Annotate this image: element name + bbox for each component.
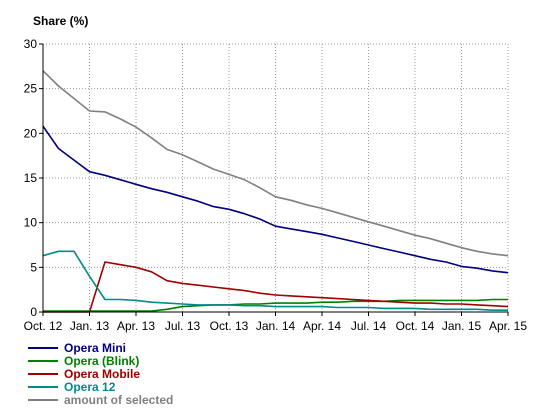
legend-entry: Opera Mobile bbox=[64, 367, 140, 381]
series-line bbox=[42, 70, 509, 257]
axes bbox=[39, 43, 509, 316]
series-line bbox=[43, 261, 509, 313]
x-tick-label: Jan. 15 bbox=[442, 319, 482, 333]
legend-entry: Opera 12 bbox=[64, 380, 116, 394]
series-layer bbox=[42, 70, 509, 313]
x-tick-label: Apr. 15 bbox=[489, 319, 527, 333]
x-tick-label: Jul. 13 bbox=[165, 319, 201, 333]
y-tick-label: 30 bbox=[24, 37, 38, 51]
series-line bbox=[42, 125, 509, 274]
x-tick-label: Oct. 12 bbox=[24, 319, 63, 333]
x-tick-labels: Oct. 12 Jan. 13 Apr. 13 Jul. 13 Oct. 13 Jan. … bbox=[24, 319, 528, 333]
x-tick-label: Apr. 14 bbox=[303, 319, 341, 333]
legend-entry: Opera (Blink) bbox=[64, 354, 139, 368]
y-tick-label: 10 bbox=[24, 216, 38, 230]
y-tick-label: 0 bbox=[30, 305, 37, 319]
y-tick-label: 5 bbox=[30, 260, 37, 274]
y-axis-label: Share (%) bbox=[33, 14, 88, 28]
series-line bbox=[42, 250, 508, 312]
y-tick-label: 25 bbox=[24, 82, 38, 96]
x-tick-label: Jan. 14 bbox=[256, 319, 296, 333]
legend-entry: amount of selected bbox=[64, 393, 173, 407]
grid bbox=[43, 43, 509, 312]
x-tick-label: Jul. 14 bbox=[351, 319, 387, 333]
x-tick-label: Oct. 14 bbox=[396, 319, 435, 333]
x-tick-label: Apr. 13 bbox=[117, 319, 155, 333]
x-tick-label: Oct. 13 bbox=[210, 319, 249, 333]
y-tick-label: 20 bbox=[24, 126, 38, 140]
y-tick-label: 15 bbox=[24, 171, 38, 185]
y-tick-labels: 0 5 10 15 20 25 30 bbox=[24, 37, 38, 319]
legend-entry: Opera Mini bbox=[64, 341, 126, 355]
series-line bbox=[43, 298, 508, 312]
x-tick-label: Jan. 13 bbox=[70, 319, 110, 333]
